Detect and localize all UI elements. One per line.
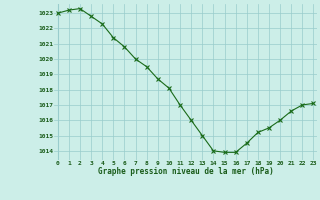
X-axis label: Graphe pression niveau de la mer (hPa): Graphe pression niveau de la mer (hPa)	[98, 167, 274, 176]
